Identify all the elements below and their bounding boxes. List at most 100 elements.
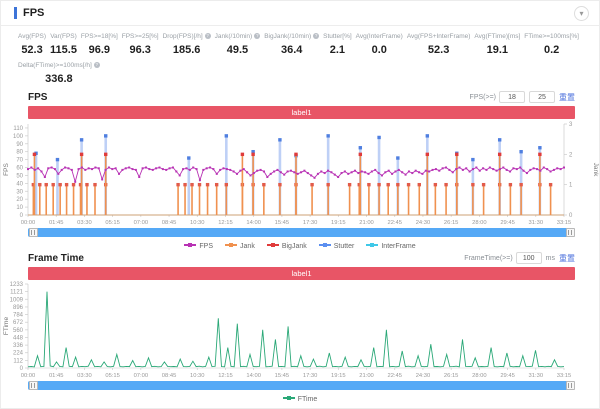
svg-text:10:30: 10:30	[190, 220, 205, 226]
svg-text:26:15: 26:15	[444, 220, 459, 226]
legend-item[interactable]: Jank	[225, 243, 255, 250]
legend-marker-icon	[225, 243, 238, 247]
legend-item[interactable]: Stutter	[318, 243, 354, 250]
svg-text:03:30: 03:30	[77, 220, 92, 226]
ftime-chart-legend: FTime	[1, 391, 599, 403]
info-icon[interactable]: ?	[313, 33, 320, 39]
svg-text:3: 3	[569, 122, 573, 128]
scrollbar-track[interactable]	[28, 381, 575, 390]
svg-text:33:15: 33:15	[557, 220, 572, 226]
svg-text:29:45: 29:45	[500, 373, 515, 379]
svg-text:110: 110	[13, 126, 23, 132]
ftime-filter-label: FrameTime(>=)	[464, 254, 513, 262]
svg-text:28:00: 28:00	[472, 373, 487, 379]
svg-text:01:45: 01:45	[49, 373, 64, 379]
svg-text:0: 0	[569, 213, 573, 219]
svg-text:90: 90	[16, 142, 23, 148]
svg-text:33:15: 33:15	[557, 373, 572, 379]
stat-var-fps: Var(FPS) 115.5	[50, 33, 77, 56]
legend-label: Jank	[240, 243, 255, 250]
fps-chart-legend: FPS Jank BigJank Stutter InterFrame	[1, 238, 599, 250]
svg-text:22:45: 22:45	[387, 373, 402, 379]
legend-label: BigJank	[281, 243, 307, 250]
fps-chart-scrollbar[interactable]	[28, 228, 575, 238]
legend-item[interactable]: InterFrame	[366, 243, 416, 250]
scrollbar-left-handle[interactable]	[29, 381, 38, 390]
collapse-icon[interactable]: ▾	[574, 5, 589, 21]
ftime-chart-scrollbar[interactable]	[28, 381, 575, 391]
svg-text:1233: 1233	[10, 282, 24, 288]
legend-item[interactable]: FTime	[282, 396, 317, 403]
info-icon[interactable]: ?	[93, 62, 100, 68]
ftime-unit-label: ms	[545, 254, 555, 262]
info-icon[interactable]: ?	[204, 33, 211, 39]
svg-text:336: 336	[13, 343, 24, 349]
svg-text:70: 70	[16, 158, 23, 164]
svg-text:30: 30	[16, 189, 23, 195]
panel-header: FPS ▾	[1, 1, 599, 26]
fps-section-header: FPS FPS(>=) 重置	[1, 89, 599, 105]
svg-text:FPS: FPS	[3, 163, 10, 176]
svg-text:22:45: 22:45	[387, 220, 402, 226]
ftime-reset-button[interactable]: 重置	[559, 253, 575, 263]
scrollbar-left-handle[interactable]	[29, 228, 38, 237]
svg-text:31:30: 31:30	[529, 373, 544, 379]
fps-label-band[interactable]: label1	[28, 106, 575, 119]
stats-row: Avg(FPS) 52.3 Var(FPS) 115.5 FPS>=18[%] …	[18, 33, 579, 56]
legend-label: FPS	[199, 243, 214, 250]
legend-label: InterFrame	[381, 243, 416, 250]
stat-drop-fps: Drop(FPS)[/h]? 185.6	[162, 33, 211, 56]
ftime-threshold-input[interactable]	[515, 252, 542, 264]
scrollbar-right-handle[interactable]	[566, 228, 575, 237]
svg-text:07:00: 07:00	[134, 220, 149, 226]
svg-text:1009: 1009	[10, 297, 24, 303]
scrollbar-right-handle[interactable]	[566, 381, 575, 390]
stat-avg-fps: Avg(FPS) 52.3	[18, 33, 47, 56]
svg-text:40: 40	[16, 181, 23, 187]
stat-fps-ge25: FPS>=25[%] 96.3	[121, 33, 159, 56]
fps-threshold-input-2[interactable]	[529, 91, 555, 103]
svg-text:21:00: 21:00	[359, 373, 374, 379]
legend-item[interactable]: BigJank	[266, 243, 307, 250]
info-icon[interactable]: ?	[254, 33, 261, 39]
svg-text:12:15: 12:15	[218, 373, 233, 379]
stat-ftime-ge100: FTime>=100ms[%] 0.2	[524, 33, 579, 56]
accent-bar	[14, 7, 17, 19]
svg-text:0: 0	[20, 213, 24, 219]
frame-time-section: Frame Time FrameTime(>=) ms 重置 label1 01…	[1, 250, 599, 403]
svg-text:0: 0	[20, 366, 24, 372]
svg-text:08:45: 08:45	[162, 373, 177, 379]
legend-item[interactable]: FPS	[184, 243, 213, 250]
svg-text:FTime: FTime	[3, 317, 10, 336]
svg-text:560: 560	[13, 328, 24, 334]
svg-text:03:30: 03:30	[77, 373, 92, 379]
svg-text:07:00: 07:00	[134, 373, 149, 379]
ftime-label-band[interactable]: label1	[28, 267, 575, 280]
svg-text:00:00: 00:00	[21, 220, 36, 226]
svg-text:2: 2	[569, 152, 573, 158]
svg-text:20: 20	[16, 197, 23, 203]
svg-text:50: 50	[16, 173, 23, 179]
svg-text:05:15: 05:15	[105, 220, 120, 226]
panel-title: FPS	[23, 7, 45, 19]
scrollbar-track[interactable]	[28, 228, 575, 237]
stat-bigjank: BigJank(/10min)? 36.4	[264, 33, 320, 56]
stat-jank: Jank(/10min)? 49.5	[214, 33, 261, 56]
svg-text:1: 1	[569, 183, 573, 189]
svg-text:24:30: 24:30	[416, 373, 431, 379]
svg-text:60: 60	[16, 166, 23, 172]
legend-marker-icon	[318, 243, 331, 247]
fps-threshold-input-1[interactable]	[499, 91, 525, 103]
svg-text:10: 10	[16, 205, 23, 211]
svg-text:14:00: 14:00	[246, 373, 261, 379]
svg-text:01:45: 01:45	[49, 220, 64, 226]
fps-chart-section: FPS FPS(>=) 重置 label1 010203040506070809…	[1, 89, 599, 250]
svg-text:14:00: 14:00	[246, 220, 261, 226]
svg-text:672: 672	[13, 320, 24, 326]
svg-text:Jank: Jank	[592, 163, 599, 177]
fps-reset-button[interactable]: 重置	[559, 92, 575, 102]
svg-text:1121: 1121	[10, 290, 24, 296]
stats-block: Avg(FPS) 52.3 Var(FPS) 115.5 FPS>=18[%] …	[1, 26, 599, 89]
